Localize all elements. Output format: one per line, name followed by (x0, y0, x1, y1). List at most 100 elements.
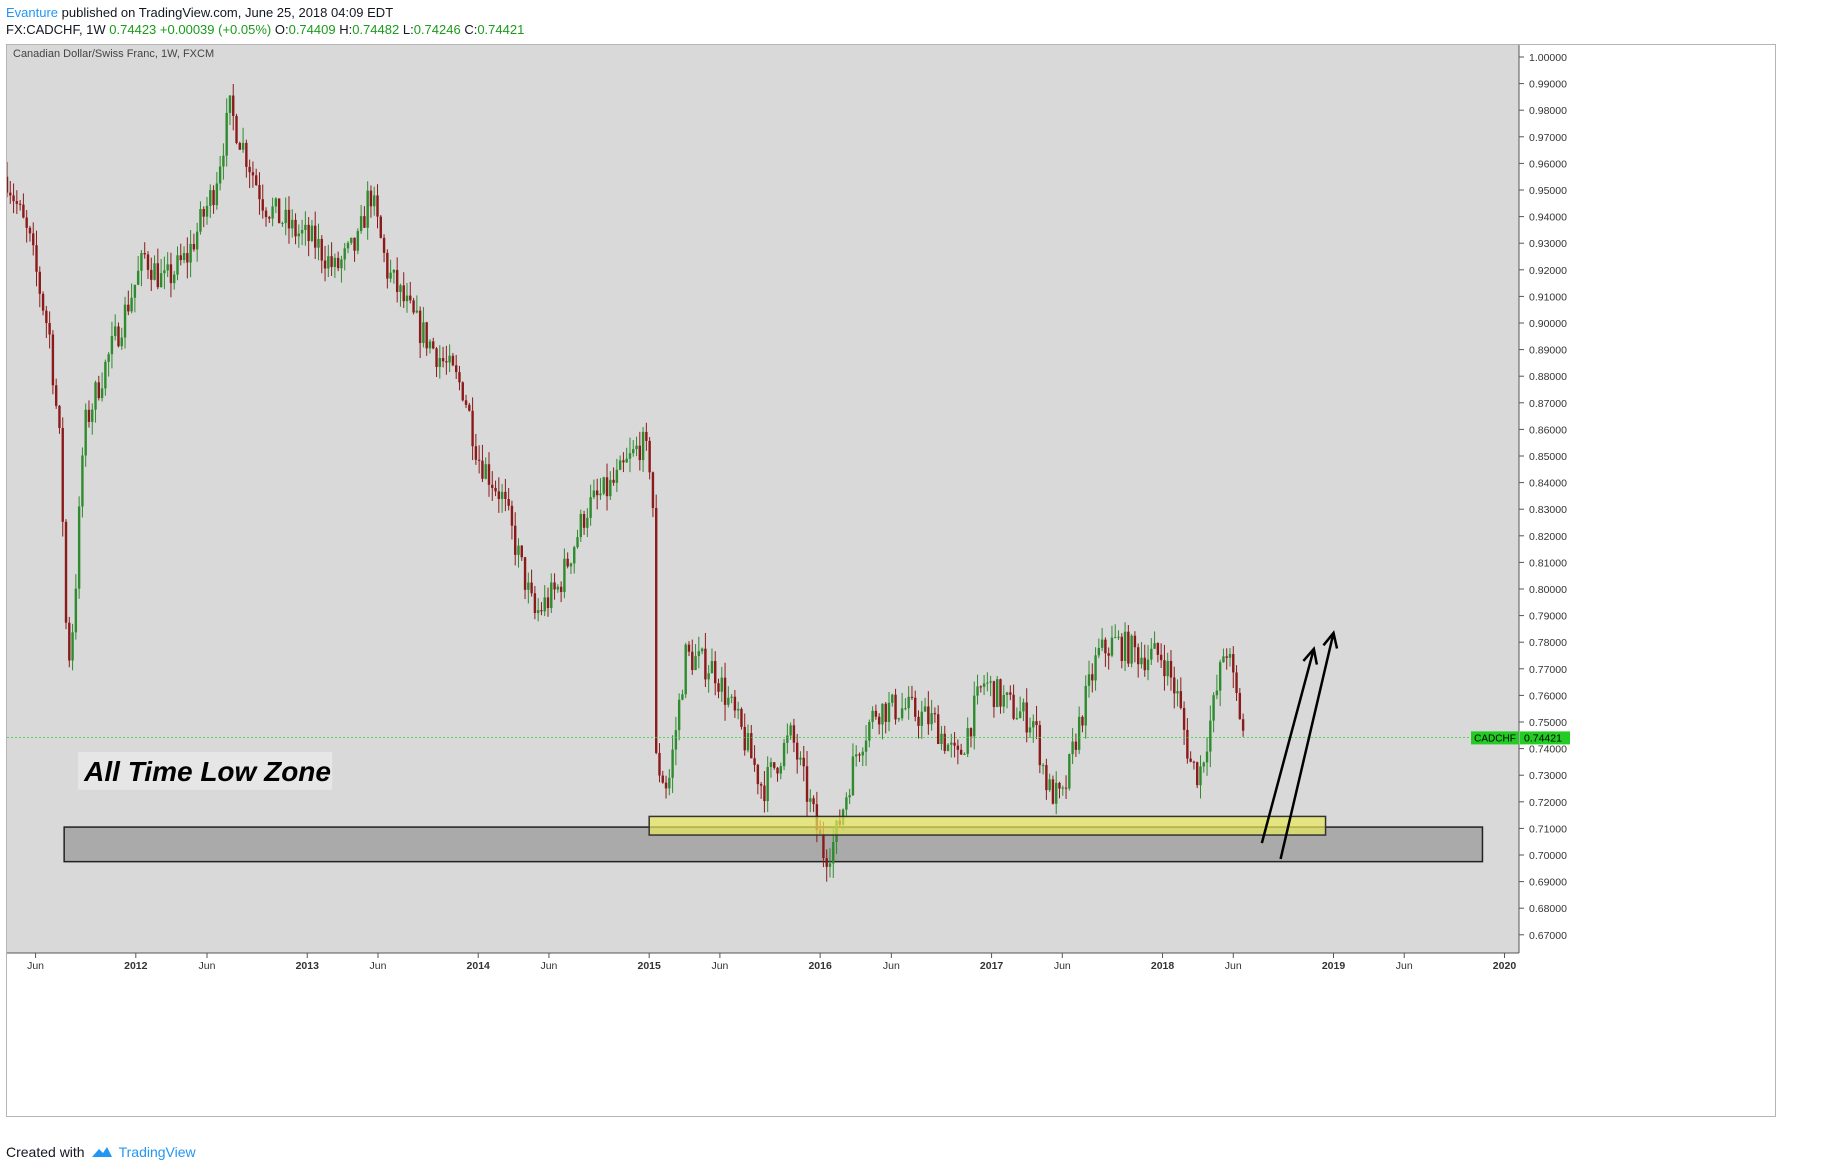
candle-body (1133, 635, 1137, 648)
candle-body (1127, 631, 1130, 664)
candle-body (373, 195, 376, 207)
y-tick-label: 0.92000 (1529, 265, 1567, 277)
x-tick-label: 2013 (296, 960, 320, 972)
x-tick-label: 2016 (808, 960, 832, 972)
candle-body (399, 285, 402, 292)
candle-body (1110, 637, 1114, 656)
candle-body (920, 711, 923, 726)
candle-body (94, 382, 97, 410)
candle-body (746, 733, 750, 751)
candle-body (786, 735, 789, 743)
candle-body (668, 777, 671, 789)
candle-body (809, 798, 812, 802)
candle-body (445, 361, 448, 363)
publish-info: published on TradingView.com, June 25, 2… (58, 5, 394, 20)
candle-body (379, 216, 382, 238)
candle-body (1238, 692, 1242, 720)
candle-body (1061, 787, 1064, 789)
chart-svg[interactable]: Canadian Dollar/Swiss Franc, 1W, FXCM 1.0… (7, 45, 1775, 1116)
candle-body (287, 209, 291, 229)
candle-body (97, 382, 101, 399)
candle-body (215, 183, 219, 206)
y-tick-label: 0.70000 (1529, 850, 1567, 862)
x-tick-label: Jun (1396, 960, 1413, 972)
candle-body (923, 706, 927, 712)
candle-body (350, 237, 353, 243)
candle-body (510, 505, 514, 526)
candle-body (254, 175, 258, 186)
candle-body (753, 758, 756, 765)
candle-body (1225, 656, 1228, 658)
created-with-label: Created with (6, 1144, 85, 1160)
candle-body (635, 445, 638, 450)
candle-body (202, 209, 205, 217)
candle-body (307, 224, 310, 241)
candle-body (982, 683, 986, 687)
candle-body (454, 365, 458, 373)
candle-body (1015, 718, 1019, 720)
candle-body (212, 190, 215, 206)
forecast-arrow (1260, 648, 1316, 844)
tradingview-logo-icon (91, 1147, 112, 1157)
y-tick-label: 0.88000 (1529, 371, 1567, 383)
candle-body (376, 195, 379, 217)
author-link[interactable]: Evanture (6, 5, 59, 20)
y-tick-label: 0.71000 (1529, 823, 1567, 835)
tradingview-brand-link[interactable]: TradingView (118, 1144, 196, 1160)
y-tick-label: 0.74000 (1529, 744, 1567, 756)
candle-body (1156, 643, 1160, 655)
candle-body (733, 696, 737, 711)
candle-body (533, 593, 537, 614)
candle-body (1202, 762, 1205, 767)
candle-body (277, 198, 281, 224)
candle-body (438, 358, 442, 367)
y-tick-label: 0.94000 (1529, 212, 1567, 224)
candle-body (481, 460, 484, 479)
y-tick-label: 0.96000 (1529, 158, 1567, 170)
candle-body (802, 757, 805, 767)
y-tick-label: 0.86000 (1529, 424, 1567, 436)
forecast-arrow-head (1302, 646, 1319, 665)
candle-body (238, 142, 241, 150)
candle-body (1146, 659, 1150, 671)
candle-body (566, 558, 569, 567)
candle-body (1130, 635, 1133, 664)
candle-body (904, 708, 907, 710)
candle-body (366, 190, 369, 228)
y-tick-label: 0.87000 (1529, 398, 1567, 410)
candle-body (858, 754, 861, 756)
candle-body (891, 694, 894, 703)
candle-body (1097, 647, 1101, 656)
candle-body (1159, 654, 1163, 661)
x-tick-label: 2014 (467, 960, 491, 972)
candle-body (274, 198, 278, 207)
candle-body (64, 521, 68, 623)
candle-body (228, 95, 232, 113)
candle-body (812, 798, 815, 805)
candle-body (484, 464, 487, 479)
open-value: 0.74409 (288, 22, 336, 37)
candle-body (1051, 779, 1055, 804)
candle-body (848, 795, 851, 798)
candle-body (310, 225, 314, 241)
candle-body (996, 679, 999, 708)
y-tick-label: 0.90000 (1529, 318, 1567, 330)
y-tick-label: 1.00000 (1529, 52, 1567, 64)
candle-body (199, 209, 202, 232)
candle-body (582, 514, 586, 528)
candle-body (963, 753, 966, 755)
candle-body (1032, 721, 1035, 728)
candle-body (87, 409, 91, 422)
chart-frame[interactable]: Canadian Dollar/Swiss Franc, 1W, FXCM 1.0… (6, 44, 1776, 1117)
candle-body (1035, 721, 1038, 726)
candle-body (874, 710, 878, 717)
candle-body (910, 696, 914, 698)
candle-body (684, 644, 687, 695)
candle-body (487, 464, 491, 485)
candle-body (658, 752, 661, 776)
candle-body (822, 833, 825, 859)
chart-title: Canadian Dollar/Swiss Franc, 1W, FXCM (13, 48, 214, 60)
x-tick-label: 2018 (1151, 960, 1175, 972)
candle-body (15, 201, 19, 204)
candle-body (1173, 677, 1176, 694)
